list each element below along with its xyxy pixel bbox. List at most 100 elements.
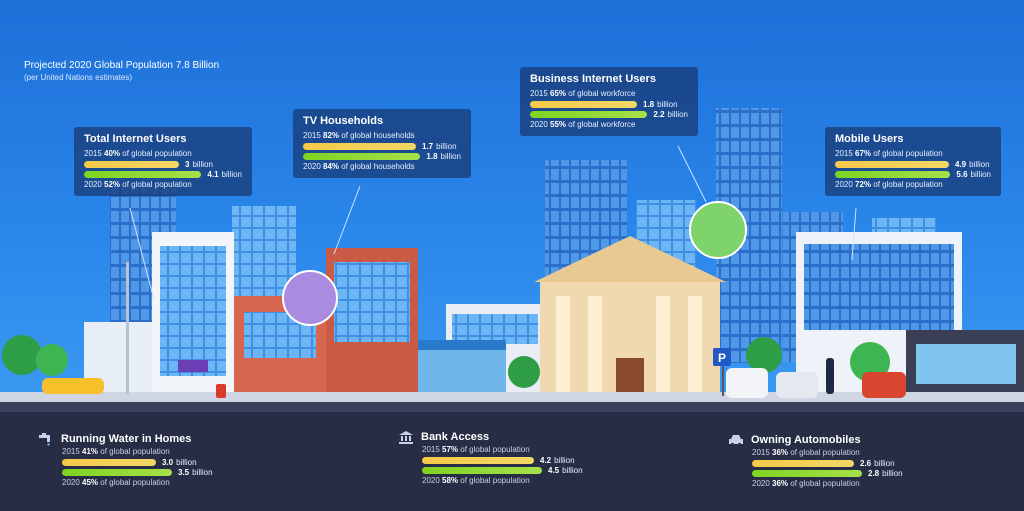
bar-2015 <box>422 456 534 464</box>
street-lamp <box>126 262 129 394</box>
bar-2015-row: 2.6 billion <box>752 458 903 468</box>
column <box>656 296 670 394</box>
year-2015-line: 2015 57% of global population <box>422 445 530 454</box>
tree <box>36 344 68 376</box>
year-2020-line: 2020 52% of global population <box>84 180 192 189</box>
page-subtitle: (per United Nations estimates) <box>24 73 133 82</box>
bar-2020-row: 3.5 billion <box>62 467 213 477</box>
tree <box>746 337 782 373</box>
card-title: Business Internet Users <box>530 73 656 85</box>
page-title: Projected 2020 Global Population 7.8 Bil… <box>24 60 220 71</box>
stat-card-total-internet: Total Internet Users 2015 40% of global … <box>74 127 252 196</box>
bar-2015-row: 4.2 billion <box>422 455 583 465</box>
person <box>826 358 834 394</box>
city-illustration: P <box>0 108 1024 412</box>
bar-2015-row: 3.0 billion <box>62 457 213 467</box>
bar-2020-row: 5.6 billion <box>835 169 991 179</box>
bar-2015-value: 2.6 <box>860 458 872 468</box>
year-2020-line: 2020 55% of global workforce <box>530 120 636 129</box>
bar-2020 <box>835 170 951 178</box>
year-2015-line: 2015 82% of global households <box>303 131 415 140</box>
tree <box>508 356 540 388</box>
window-grid <box>334 262 410 342</box>
card-title: TV Households <box>303 115 384 127</box>
fire-hydrant <box>216 384 226 398</box>
bar-2020 <box>303 152 421 160</box>
window-grid <box>452 314 538 344</box>
bar-2015 <box>530 100 637 108</box>
tree <box>2 335 42 375</box>
bar-2020-value: 2.2 <box>653 109 665 119</box>
year-2015-line: 2015 36% of global population <box>752 448 860 457</box>
sign-pole <box>722 360 724 396</box>
bar-2015-value: 4.2 <box>540 455 552 465</box>
bar-unit: billion <box>192 467 213 477</box>
bar-2015-value: 1.7 <box>422 141 434 151</box>
bar-unit: billion <box>970 169 991 179</box>
bar-unit: billion <box>667 109 688 119</box>
sidewalk <box>0 392 1024 402</box>
bar-2015-value: 3.0 <box>162 457 174 467</box>
bar-2020 <box>422 466 542 474</box>
shop-building <box>418 346 506 396</box>
column <box>588 296 602 394</box>
bar-2015-value: 3 <box>185 159 190 169</box>
year-2020-line: 2020 45% of global population <box>62 478 170 487</box>
bar-unit: billion <box>882 468 903 478</box>
bar-2020 <box>752 469 862 477</box>
bar-2015 <box>84 160 179 168</box>
year-2015-line: 2015 41% of global population <box>62 447 170 456</box>
awning <box>418 340 506 350</box>
bar-unit: billion <box>221 169 242 179</box>
store-window <box>916 344 1016 384</box>
car-icon <box>728 433 751 447</box>
year-2020-line: 2020 36% of global population <box>752 479 860 488</box>
bar-2020-value: 3.5 <box>178 467 190 477</box>
bar-2020-value: 4.1 <box>207 169 219 179</box>
parking-sign <box>713 348 731 366</box>
connector-line <box>333 185 361 255</box>
column <box>688 296 702 394</box>
bar-2015 <box>62 458 156 466</box>
window-grid <box>160 246 226 376</box>
connector-line <box>129 207 155 301</box>
bar-2020-value: 4.5 <box>548 465 560 475</box>
bar-unit: billion <box>192 159 213 169</box>
year-2020-line: 2020 72% of global population <box>835 180 943 189</box>
connector-line <box>677 145 707 203</box>
stat-card-tv: TV Households 2015 82% of global househo… <box>293 109 471 178</box>
car <box>726 368 768 398</box>
bar-2015-row: 3 billion <box>84 159 242 169</box>
bar-2020-row: 4.1 billion <box>84 169 242 179</box>
stat-block-water: Running Water in Homes 2015 41% of globa… <box>39 432 213 488</box>
bar-2020-row: 1.8 billion <box>303 151 461 161</box>
year-2020-line: 2020 84% of global households <box>303 162 415 171</box>
car <box>862 372 906 398</box>
bar-2015-row: 1.8 billion <box>530 99 688 109</box>
card-title: Total Internet Users <box>84 133 187 145</box>
office-worker-circle <box>689 201 747 259</box>
bar-unit: billion <box>562 465 583 475</box>
car <box>42 378 104 394</box>
bar-2020 <box>530 110 648 118</box>
bar-2020-value: 1.8 <box>426 151 438 161</box>
bar-unit: billion <box>554 455 575 465</box>
bank-icon <box>398 430 421 444</box>
stat-card-mobile: Mobile Users 2015 67% of global populati… <box>825 127 1001 196</box>
bar-2020 <box>62 468 172 476</box>
bar-2015-value: 4.9 <box>955 159 967 169</box>
bar-2015 <box>752 459 854 467</box>
bar-2020-row: 2.2 billion <box>530 109 688 119</box>
bar-2020-value: 5.6 <box>956 169 968 179</box>
bank-roof <box>534 236 726 282</box>
bar-unit: billion <box>436 141 457 151</box>
bar-2020-row: 2.8 billion <box>752 468 903 478</box>
bank-door <box>616 358 644 396</box>
stat-block-bank: Bank Access 2015 57% of global populatio… <box>399 430 583 486</box>
stat-title: Bank Access <box>399 430 583 444</box>
stat-block-auto: Owning Automobiles 2015 36% of global po… <box>729 433 903 489</box>
sign-panel <box>178 360 208 372</box>
bar-2015-row: 4.9 billion <box>835 159 991 169</box>
tv-watcher-circle <box>282 270 338 326</box>
